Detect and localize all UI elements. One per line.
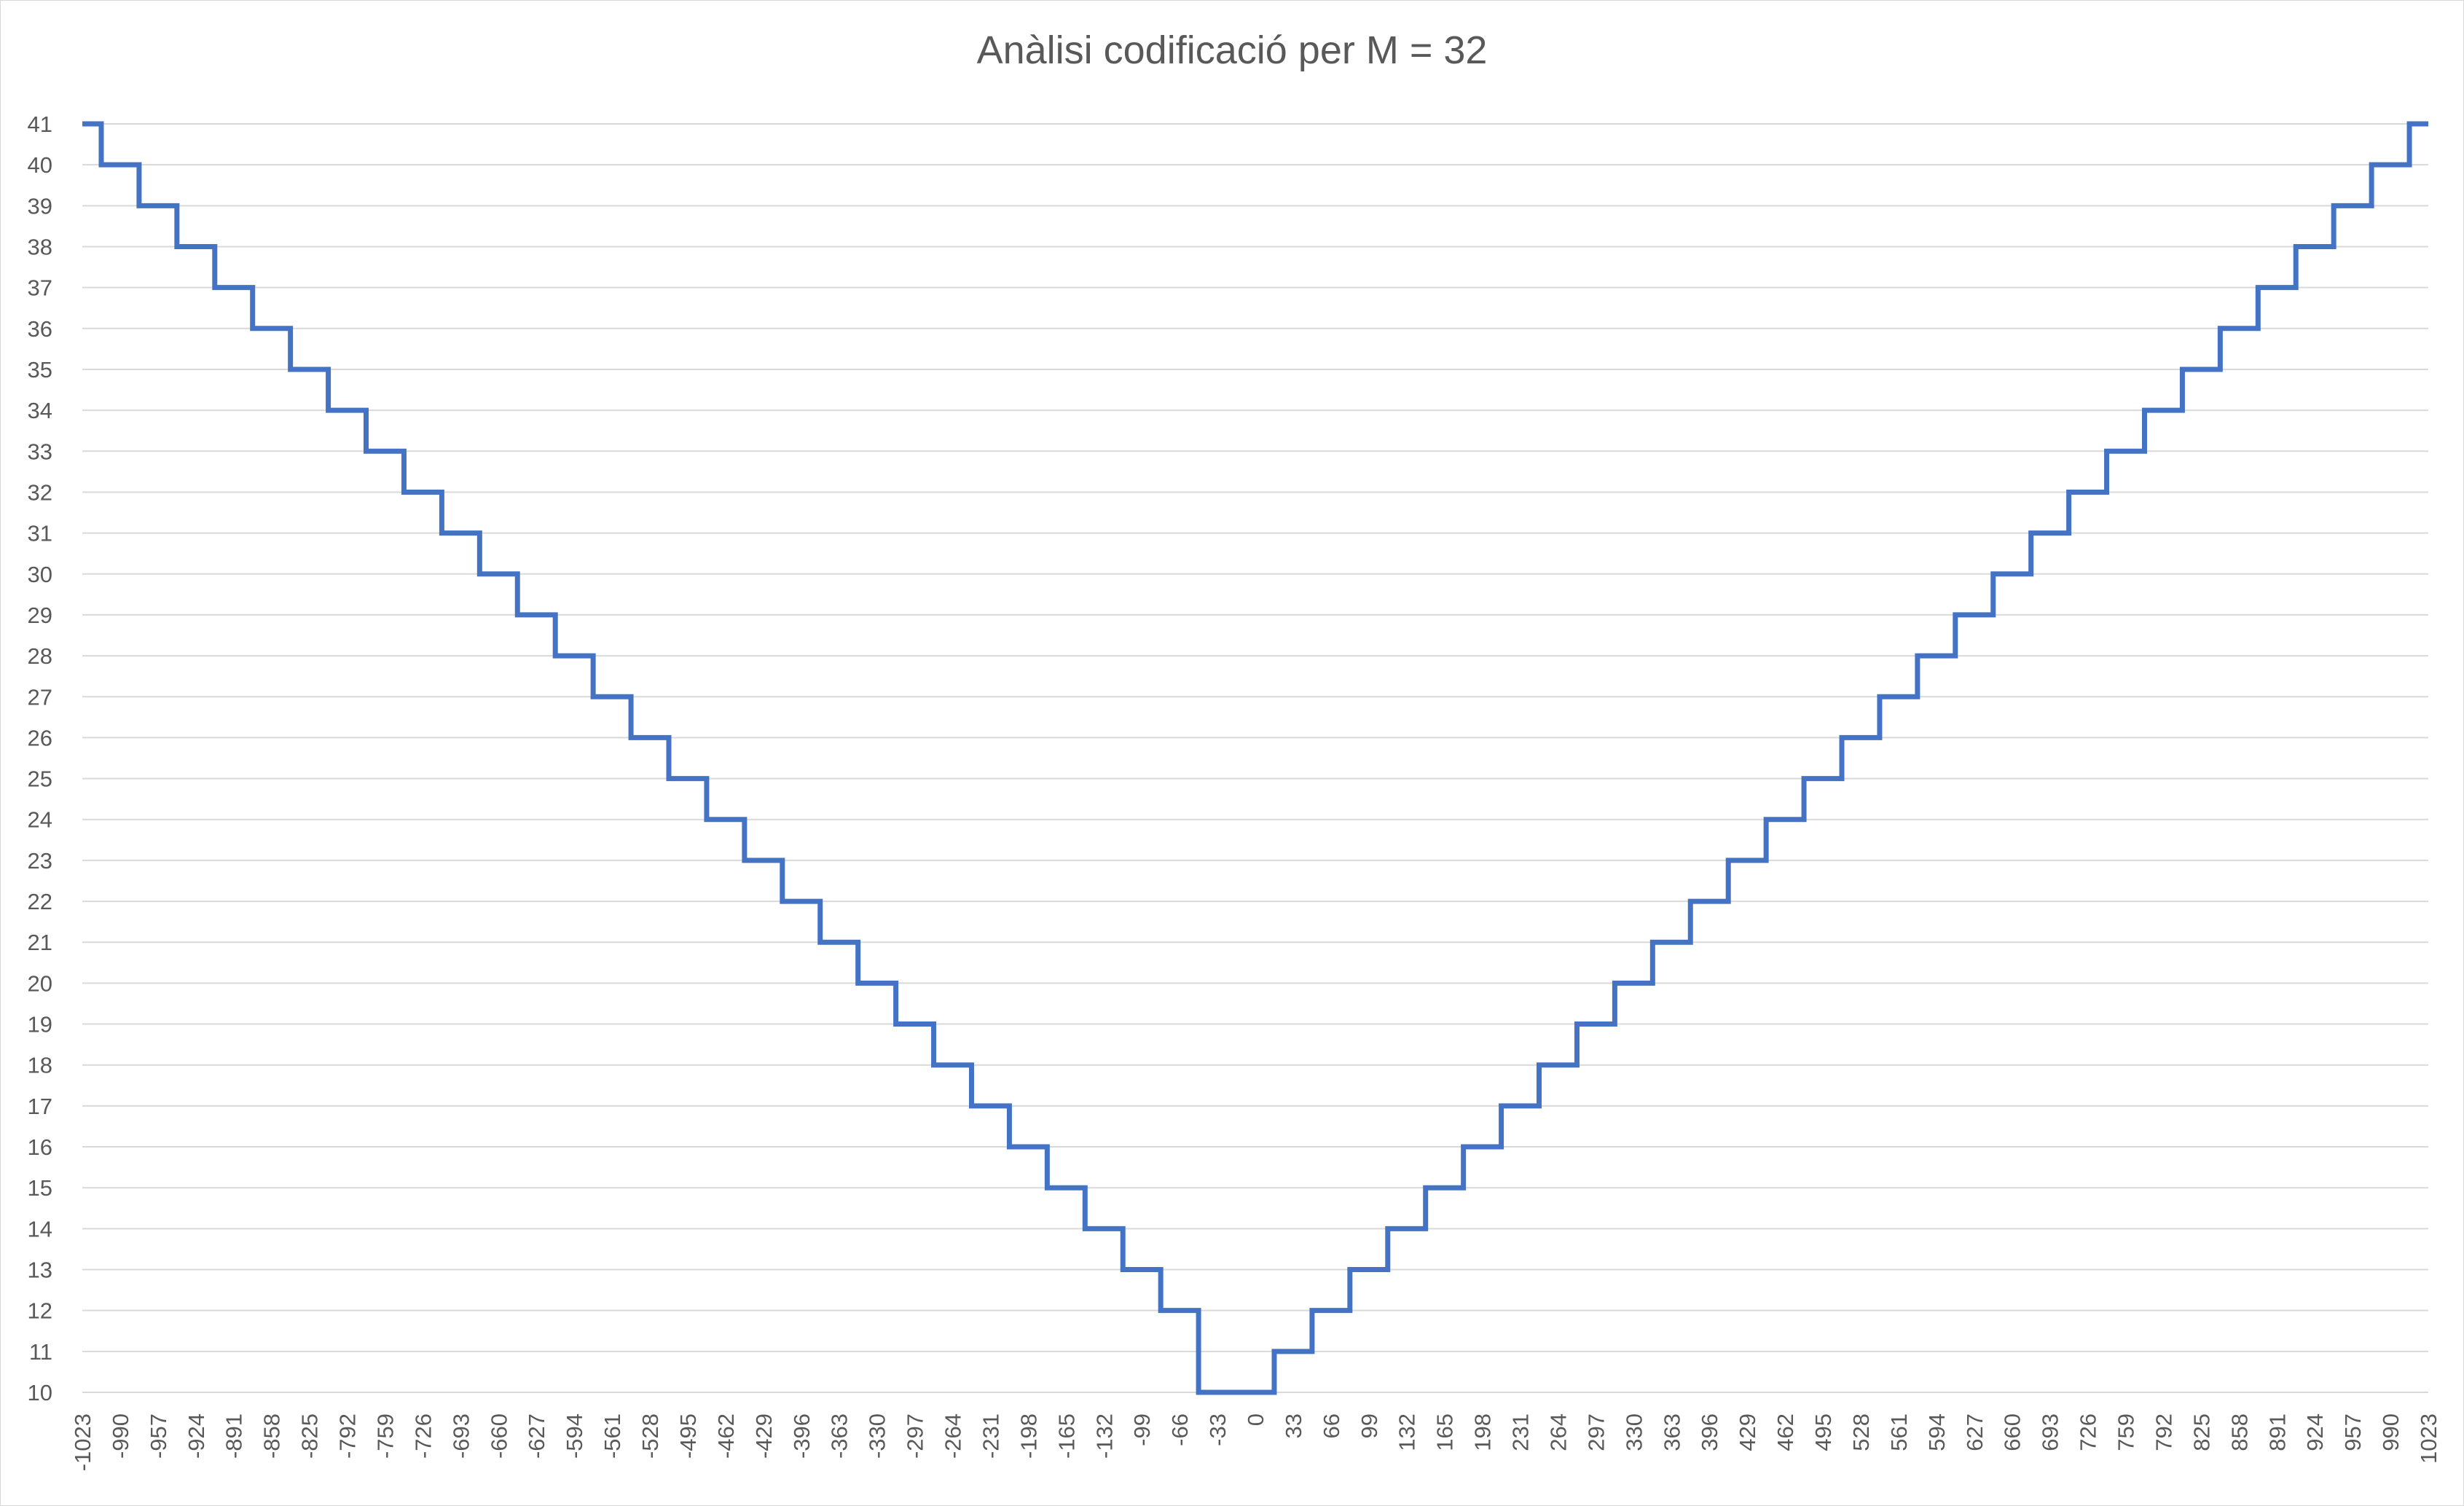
x-tick-label: -825	[297, 1413, 323, 1459]
y-tick-label: 23	[28, 848, 52, 874]
x-tick-label: -528	[637, 1413, 663, 1459]
y-tick-label: 28	[28, 643, 52, 669]
x-tick-label: 99	[1357, 1413, 1382, 1438]
x-tick-label: 660	[2000, 1413, 2025, 1451]
y-tick-label: 37	[28, 275, 52, 301]
x-tick-label: -363	[827, 1413, 852, 1459]
x-tick-label: -792	[335, 1413, 361, 1459]
x-tick-label: -66	[1167, 1413, 1193, 1446]
x-tick-label: -627	[524, 1413, 549, 1459]
y-tick-label: 16	[28, 1134, 52, 1160]
y-tick-label: 21	[28, 930, 52, 955]
x-tick-label: -330	[865, 1413, 890, 1459]
x-tick-label: -165	[1054, 1413, 1079, 1459]
y-tick-label: 26	[28, 725, 52, 750]
y-tick-label: 30	[28, 562, 52, 587]
x-tick-label: 495	[1810, 1413, 1836, 1451]
x-tick-label: -858	[259, 1413, 285, 1459]
y-tick-label: 39	[28, 193, 52, 219]
x-tick-label: 561	[1886, 1413, 1912, 1451]
x-tick-label: 1023	[2416, 1413, 2441, 1464]
x-tick-label: -231	[978, 1413, 1003, 1459]
x-tick-label: 66	[1319, 1413, 1344, 1438]
x-tick-label: 528	[1848, 1413, 1874, 1451]
x-tick-label: 759	[2114, 1413, 2139, 1451]
x-tick-label: -594	[562, 1413, 587, 1459]
x-tick-label: 792	[2151, 1413, 2176, 1451]
x-tick-label: 33	[1281, 1413, 1306, 1438]
x-tick-label: -924	[184, 1413, 209, 1459]
x-tick-label: 198	[1470, 1413, 1496, 1451]
y-tick-label: 12	[28, 1298, 52, 1324]
x-tick-label: -132	[1091, 1413, 1117, 1459]
x-tick-label: -198	[1016, 1413, 1041, 1459]
x-tick-label: 231	[1508, 1413, 1534, 1451]
x-tick-label: -957	[146, 1413, 171, 1459]
series-line-bits	[82, 121, 2428, 1395]
x-tick-label: 297	[1583, 1413, 1609, 1451]
x-tick-label: 858	[2226, 1413, 2252, 1451]
x-tick-label: 990	[2378, 1413, 2404, 1451]
x-tick-label: 429	[1735, 1413, 1760, 1451]
y-tick-label: 19	[28, 1012, 52, 1038]
x-tick-label: -990	[108, 1413, 133, 1459]
x-tick-label: -759	[372, 1413, 398, 1459]
y-tick-label: 29	[28, 603, 52, 628]
x-tick-label: -693	[448, 1413, 474, 1459]
y-tick-label: 34	[28, 398, 52, 423]
x-tick-label: 891	[2264, 1413, 2290, 1451]
y-tick-label: 31	[28, 521, 52, 546]
x-tick-label: 627	[1962, 1413, 1988, 1451]
x-tick-label: 165	[1432, 1413, 1458, 1451]
x-tick-label: 330	[1621, 1413, 1647, 1451]
x-tick-label: 264	[1545, 1413, 1571, 1451]
x-tick-label: 924	[2302, 1413, 2328, 1451]
y-tick-label: 14	[28, 1216, 52, 1242]
y-tick-label: 36	[28, 316, 52, 342]
y-tick-label: 13	[28, 1258, 52, 1283]
y-tick-label: 10	[28, 1380, 52, 1405]
x-tick-label: -99	[1129, 1413, 1155, 1446]
x-tick-label: -495	[675, 1413, 701, 1459]
x-tick-label: -561	[600, 1413, 625, 1459]
y-tick-label: 40	[28, 152, 52, 178]
x-tick-label: 693	[2038, 1413, 2063, 1451]
y-tick-label: 20	[28, 970, 52, 996]
x-tick-label: 825	[2189, 1413, 2214, 1451]
y-tick-label: 41	[28, 111, 52, 137]
y-tick-label: 18	[28, 1053, 52, 1078]
y-tick-label: 17	[28, 1094, 52, 1119]
y-tick-label: 32	[28, 479, 52, 505]
y-tick-label: 24	[28, 807, 52, 833]
x-tick-label: 462	[1773, 1413, 1798, 1451]
chart-title: Anàlisi codificació per M = 32	[976, 28, 1488, 72]
y-tick-label: 27	[28, 684, 52, 710]
y-tick-label: 22	[28, 889, 52, 914]
x-tick-label: -429	[751, 1413, 777, 1459]
x-tick-label: -891	[221, 1413, 247, 1459]
y-tick-label: 15	[28, 1175, 52, 1201]
x-tick-label: 957	[2340, 1413, 2366, 1451]
x-tick-label: -264	[941, 1413, 966, 1459]
x-tick-label: 396	[1697, 1413, 1722, 1451]
x-tick-label: -1023	[70, 1413, 95, 1471]
x-tick-label: 363	[1659, 1413, 1684, 1451]
x-tick-label: 132	[1394, 1413, 1420, 1451]
y-tick-label: 35	[28, 357, 52, 383]
y-tick-label: 38	[28, 234, 52, 259]
x-tick-label: -660	[486, 1413, 511, 1459]
y-tick-label: 25	[28, 766, 52, 792]
y-tick-label: 33	[28, 439, 52, 464]
x-tick-label: 726	[2076, 1413, 2101, 1451]
x-tick-label: 0	[1243, 1413, 1268, 1426]
x-tick-label: -726	[410, 1413, 436, 1459]
x-tick-label: -462	[713, 1413, 739, 1459]
x-tick-label: -297	[903, 1413, 928, 1459]
y-tick-label: 11	[29, 1339, 52, 1365]
x-tick-label: -396	[789, 1413, 815, 1459]
x-tick-label: -33	[1205, 1413, 1231, 1446]
x-tick-label: 594	[1924, 1413, 1950, 1451]
